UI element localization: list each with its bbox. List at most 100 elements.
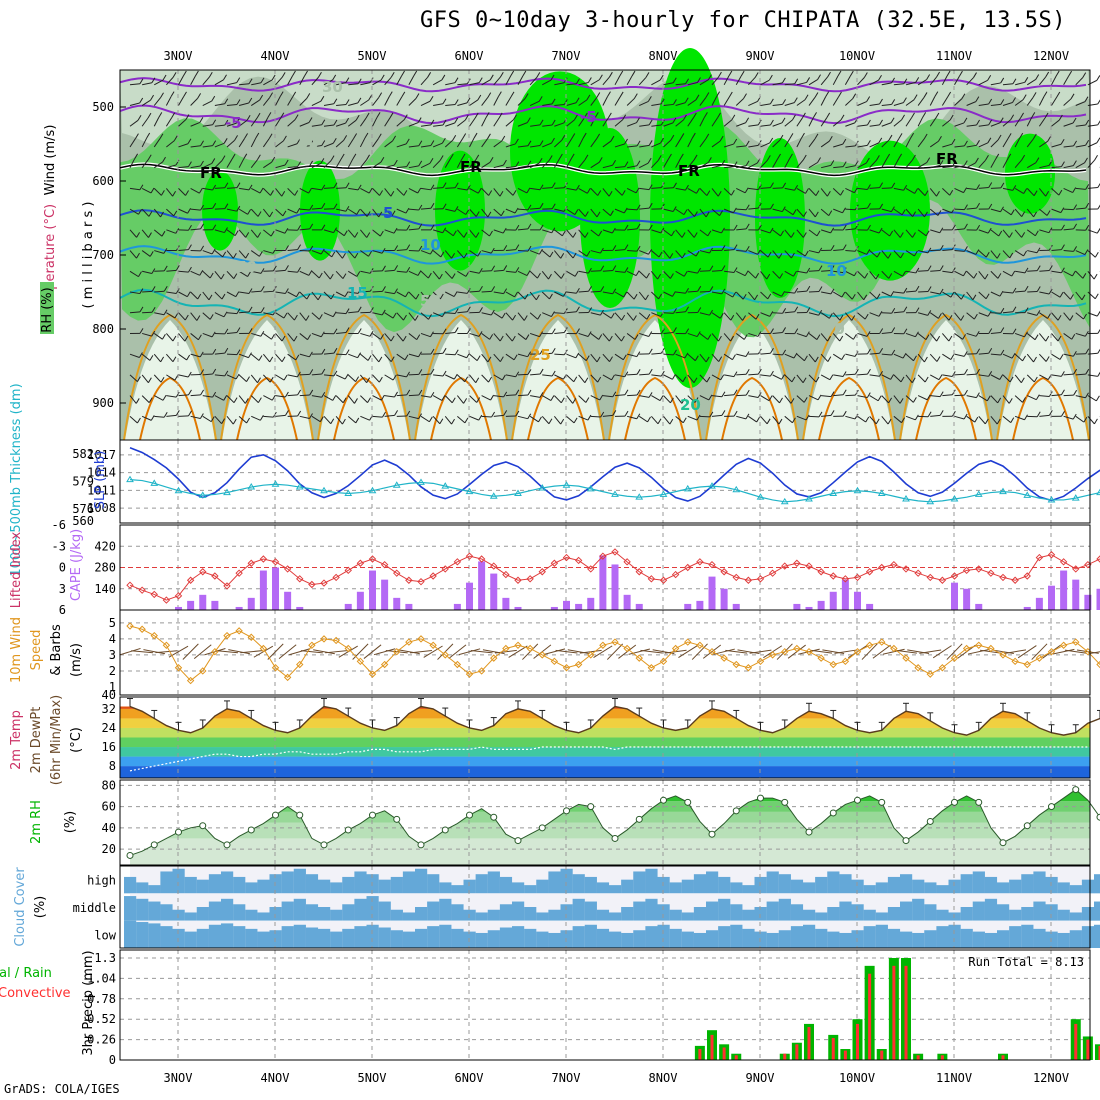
wind-barb [869, 291, 878, 300]
wind-barb [1051, 353, 1061, 360]
wind10-marker [211, 647, 219, 656]
cloud-high-cell [463, 879, 476, 894]
wind-barb [675, 415, 684, 424]
wind-barb-flag [719, 313, 724, 319]
wind-barb-flag [466, 328, 471, 334]
cloud-low-cell [366, 924, 379, 948]
wind-barb-flag [366, 232, 371, 238]
wind-barb [929, 140, 939, 148]
wind-barb-flag [381, 247, 386, 254]
wind-barb-flag [801, 132, 805, 139]
wind-barb [311, 145, 322, 148]
wind-barb [505, 188, 514, 196]
cape-bar [708, 576, 716, 610]
wind-barb [384, 395, 395, 398]
wind-barb-flag [503, 410, 508, 416]
wind-barb [408, 333, 418, 341]
wind-barb [1087, 291, 1096, 300]
cloud-high-cell [706, 871, 719, 894]
wind-barb-flag [463, 252, 468, 259]
cape-bar [805, 606, 813, 610]
rh2m-marker [757, 794, 764, 802]
wind-barb-flag [987, 310, 992, 317]
wind-barb [942, 249, 953, 252]
wind-barb-flag [282, 210, 287, 217]
wind-barb [396, 353, 406, 361]
wind-barb-flag [1060, 138, 1065, 145]
wind-barb-flag [742, 315, 746, 321]
wind-barb [821, 395, 832, 398]
wind-barb-flag [621, 335, 625, 342]
wind-barb-flag [685, 328, 690, 334]
wind-barb-flag [900, 376, 905, 383]
wind-barb-flag [939, 410, 944, 416]
wind-barb-flag [235, 291, 240, 297]
li-marker [320, 579, 328, 587]
wind-barb-flag [1047, 313, 1051, 319]
wind10-marker [756, 657, 765, 666]
wind-barb-flag [199, 351, 204, 358]
cloud-low-cell [196, 928, 209, 948]
wind-barb-flag [903, 78, 908, 85]
wind-barb [832, 188, 841, 196]
wind-barb-flag [840, 114, 845, 121]
li-marker [878, 563, 886, 572]
run-total-label: Run Total = 8.13 [968, 955, 1084, 969]
precip-conv-bar [783, 1053, 787, 1060]
wind-barb-flag [429, 248, 434, 255]
wind-barb-flag [794, 306, 799, 313]
wind-barb [142, 82, 153, 86]
wind-barb-flag [1036, 286, 1041, 292]
wind-barb [748, 187, 759, 191]
wind-barb [432, 79, 443, 86]
cloud-low-cell [245, 928, 258, 948]
wind-barb [796, 353, 805, 362]
wind-barb [639, 144, 650, 148]
wind-barb [384, 96, 390, 106]
wind-barb-flag [139, 97, 144, 104]
wind-barb-flag [742, 293, 747, 300]
wind-barb-flag [975, 157, 979, 164]
wind-barb [772, 374, 782, 380]
wind-barb [796, 374, 804, 384]
wind10-marker [368, 670, 377, 678]
wind-barb [287, 249, 298, 252]
wind-barb [348, 83, 359, 86]
wind-barb-flag [499, 190, 504, 197]
wind-barb-flag [899, 398, 904, 404]
wind-barb-flag [212, 224, 217, 231]
wind-barb-flag [368, 187, 373, 194]
wind-barb-flag [224, 347, 229, 354]
wind-barb-flag [539, 140, 544, 146]
wind-barb [1014, 415, 1025, 421]
li-marker [296, 575, 304, 583]
wind-barb-flag [487, 133, 491, 140]
wind-barb [384, 208, 393, 217]
cloud-low-cell [221, 923, 234, 948]
wind-barb [202, 332, 213, 338]
wind10-marker [271, 664, 280, 672]
wind-barb [821, 270, 832, 272]
wind-barb-flag [558, 153, 563, 160]
wind-barb-flag [269, 356, 274, 363]
wind-barb [141, 117, 149, 127]
rh2m-marker [878, 798, 886, 806]
wind-barb-flag [526, 270, 531, 276]
wind-barb [711, 374, 721, 381]
wind-barb [1026, 208, 1034, 218]
wind-barb-flag [732, 291, 737, 298]
cape-bar [466, 582, 473, 610]
wind-barb [748, 144, 759, 148]
cloud-low-cell [875, 924, 888, 948]
wind10-marker [453, 660, 462, 669]
wind-barb [1075, 77, 1084, 86]
wind-barb [578, 229, 586, 238]
cloud-low-cell [293, 924, 306, 948]
wind-barb-flag [588, 307, 593, 313]
rh2m-marker [902, 837, 910, 845]
wind-barb-flag [841, 354, 846, 360]
wind-barb-flag [975, 392, 980, 398]
wind-barb [784, 83, 795, 86]
cloud-middle-cell [596, 909, 610, 921]
wind-barb-flag [466, 306, 471, 313]
